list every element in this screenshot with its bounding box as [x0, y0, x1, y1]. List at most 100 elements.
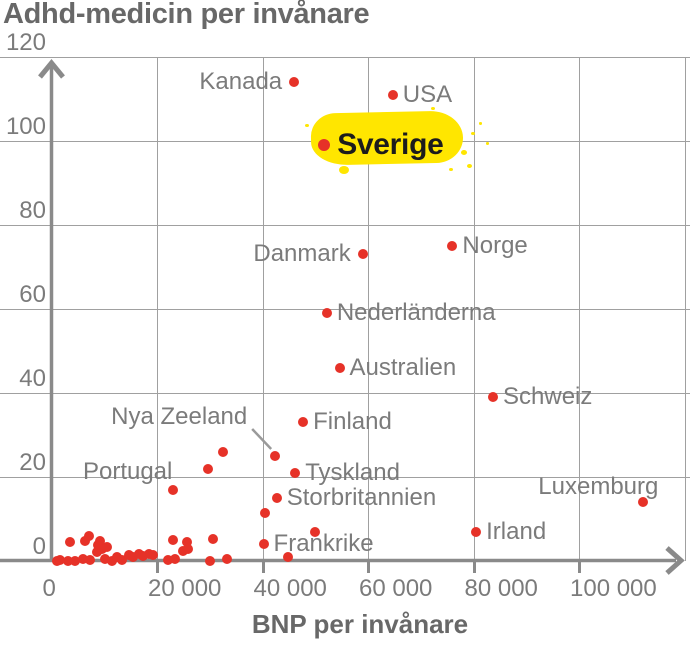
- highlight-speck: [449, 168, 454, 172]
- x-tick-label-20000: 20 000: [148, 575, 222, 602]
- point-finland: [298, 417, 309, 428]
- data-point: [221, 553, 232, 564]
- label-danmark: Danmark: [253, 240, 351, 268]
- highlight-speck: [461, 150, 468, 155]
- x-tick-label-40000: 40 000: [253, 575, 327, 602]
- data-point: [218, 446, 229, 457]
- label-nederlanderna: Nederländerna: [336, 299, 496, 327]
- point-schweiz: [488, 392, 499, 403]
- gridline-x-60000: [368, 57, 369, 561]
- data-point: [95, 535, 106, 546]
- data-point: [63, 556, 74, 566]
- data-point: [116, 554, 127, 565]
- nya-zeeland-leader-line: [251, 428, 273, 450]
- highlight-speck: [305, 124, 310, 128]
- point-nya-zeeland: [270, 451, 281, 461]
- label-luxemburg: Luxemburg: [538, 473, 659, 501]
- label-sverige: Sverige: [337, 128, 444, 162]
- highlight-speck: [471, 132, 476, 136]
- x-tick-mark-20000: [156, 562, 159, 573]
- data-point: [54, 554, 65, 565]
- gridline-x-100000: [579, 57, 580, 561]
- y-tick-label-120: 120: [5, 29, 46, 56]
- label-frankrike: Frankrike: [273, 530, 374, 558]
- label-finland: Finland: [313, 408, 392, 436]
- highlight-speck: [486, 142, 490, 145]
- data-point: [106, 556, 117, 566]
- y-axis-arrow-icon: [38, 59, 65, 79]
- data-point: [85, 555, 95, 566]
- x-tick-mark-80000: [472, 562, 476, 573]
- x-axis-title: BNP per invånare: [251, 609, 469, 639]
- point-storbritannien: [271, 493, 282, 503]
- y-tick-label-40: 40: [19, 365, 46, 392]
- data-point: [70, 556, 81, 566]
- data-point: [148, 550, 159, 561]
- point-kanada: [289, 77, 300, 88]
- data-point: [101, 542, 112, 553]
- label-irland: Irland: [486, 517, 547, 545]
- y-tick-label-20: 20: [19, 449, 46, 476]
- data-point: [203, 463, 214, 474]
- y-tick-label-100: 100: [5, 113, 46, 140]
- label-portugal: Portugal: [82, 457, 173, 485]
- data-point: [169, 553, 180, 564]
- data-point: [283, 552, 294, 563]
- gridline-y-20: [0, 477, 690, 478]
- data-point: [260, 507, 271, 518]
- x-tick-mark-100000: [578, 562, 581, 573]
- gridline-y-40: [0, 393, 690, 394]
- y-tick-label-60: 60: [19, 281, 46, 308]
- data-point: [78, 553, 89, 564]
- data-point: [80, 535, 91, 546]
- label-nya-zeeland: Nya Zeeland: [111, 403, 248, 430]
- point-irland: [471, 526, 482, 537]
- data-point: [91, 547, 102, 558]
- point-sverige: [318, 139, 331, 152]
- highlight-speck: [479, 122, 483, 125]
- gridline-x-80000: [473, 57, 475, 561]
- gridline-y-80: [0, 225, 690, 226]
- point-australien: [334, 362, 345, 373]
- point-usa: [387, 89, 398, 100]
- x-axis-arrow-icon: [665, 546, 685, 575]
- data-point: [181, 537, 192, 548]
- data-point: [310, 527, 321, 538]
- gridline-x-40000: [262, 57, 264, 561]
- data-point: [96, 543, 107, 554]
- label-tyskland: Tyskland: [305, 458, 400, 486]
- x-tick-mark-40000: [261, 562, 265, 573]
- x-tick-label-80000: 80 000: [464, 575, 538, 602]
- label-storbritannien: Storbritannien: [286, 484, 437, 511]
- data-point: [168, 535, 179, 546]
- gridline-x-120000: [684, 57, 686, 561]
- gridline-x-20000: [157, 57, 158, 561]
- point-portugal: [168, 484, 179, 495]
- data-point: [177, 545, 188, 556]
- highlight-speck: [339, 166, 350, 175]
- data-point: [64, 537, 75, 548]
- point-frankrike: [258, 539, 269, 550]
- point-nederlanderna: [321, 308, 332, 319]
- label-usa: USA: [402, 80, 453, 108]
- data-point: [99, 553, 110, 564]
- label-schweiz: Schweiz: [503, 383, 593, 411]
- point-luxemburg: [638, 497, 649, 508]
- data-point: [128, 551, 139, 562]
- highlight-speck: [467, 164, 473, 169]
- x-tick-label-0: 0: [42, 575, 56, 602]
- data-point: [208, 533, 219, 544]
- y-tick-label-0: 0: [32, 533, 46, 560]
- x-tick-label-100000: 100 000: [570, 575, 657, 602]
- point-danmark: [357, 249, 368, 260]
- data-point: [138, 551, 149, 562]
- point-norge: [447, 241, 458, 251]
- gridline-y-120: [0, 57, 690, 58]
- chart-title: Adhd-medicin per invånare: [3, 0, 370, 30]
- x-tick-label-60000: 60 000: [359, 575, 433, 602]
- data-point: [163, 555, 174, 566]
- data-point: [183, 543, 194, 554]
- gridline-y-60: [0, 309, 690, 310]
- label-norge: Norge: [462, 232, 528, 259]
